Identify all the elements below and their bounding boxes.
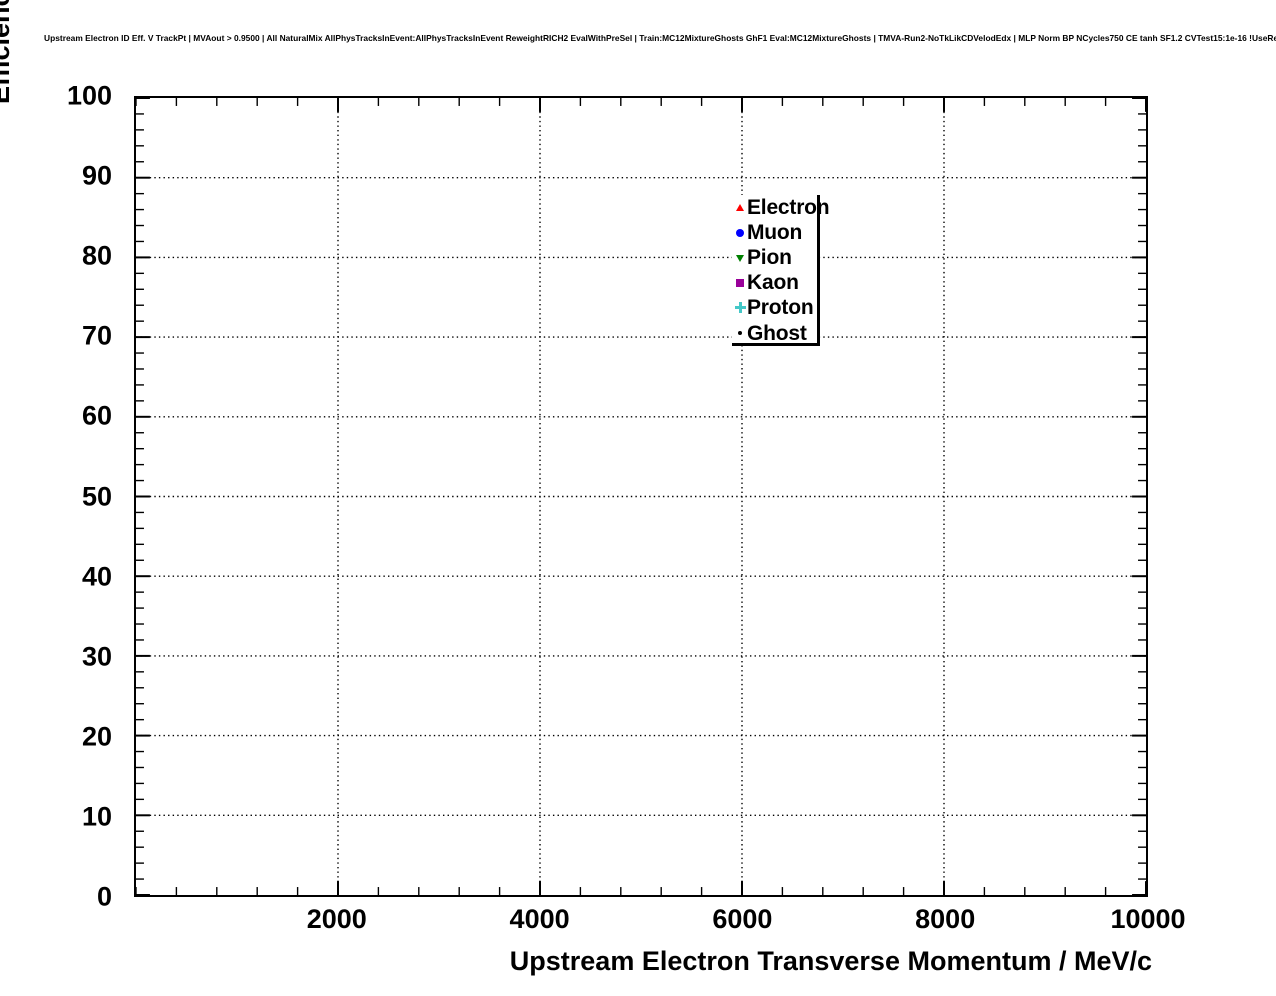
legend-box[interactable]: Electron Muon Pion Kaon Proton Ghost [732, 195, 830, 346]
legend-entry-kaon[interactable]: Kaon [732, 270, 817, 295]
legend-entry-label: Ghost [747, 321, 807, 345]
legend-entry-label: Muon [747, 221, 803, 245]
y-tick-label: 10 [81, 801, 112, 832]
y-tick-label: 90 [81, 160, 112, 191]
legend-entry-label: Proton [747, 296, 814, 320]
x-tick-label: 6000 [712, 904, 773, 934]
triangle-down-marker-icon [733, 245, 747, 270]
triangle-up-marker-icon [733, 195, 747, 220]
axis-ticks [136, 98, 1146, 895]
legend-entry-proton[interactable]: Proton [732, 295, 817, 320]
y-tick-label: 100 [66, 80, 112, 111]
y-tick-label: 70 [81, 320, 112, 351]
grid-lines [136, 98, 1146, 895]
y-tick-label: 20 [81, 721, 112, 752]
data-series-layer [136, 98, 1146, 895]
y-tick-label: 60 [81, 400, 112, 431]
dot-marker-icon [733, 321, 747, 346]
x-axis-title: Upstream Electron Transverse Momentum / … [509, 946, 1152, 976]
legend-entry-label: Pion [747, 246, 792, 270]
legend-entry-pion[interactable]: Pion [732, 245, 817, 270]
cross-marker-icon [733, 295, 747, 320]
y-tick-label: 50 [81, 481, 112, 511]
circle-marker-icon [733, 220, 747, 245]
legend-entry-muon[interactable]: Muon [732, 220, 817, 245]
page-title: Upstream Electron ID Eff. V TrackPt | MV… [44, 33, 1276, 43]
legend-entry-label: Kaon [747, 271, 799, 295]
square-marker-icon [733, 270, 747, 295]
x-tick-label: 2000 [306, 904, 367, 934]
legend-entry-ghost[interactable]: Ghost [732, 320, 817, 345]
legend-entry-label: Electron [747, 196, 830, 220]
y-tick-label: 0 [96, 881, 112, 912]
y-tick-label: 80 [81, 240, 112, 271]
y-tick-label: 40 [81, 561, 112, 592]
y-tick-label: 30 [81, 641, 112, 672]
plot-frame: Electron Muon Pion Kaon Proton Ghost [134, 96, 1148, 897]
x-tick-label: 8000 [915, 904, 976, 934]
x-tick-label: 10000 [1110, 904, 1186, 934]
legend-entry-electron[interactable]: Electron [732, 195, 830, 220]
x-tick-label: 4000 [509, 904, 570, 934]
